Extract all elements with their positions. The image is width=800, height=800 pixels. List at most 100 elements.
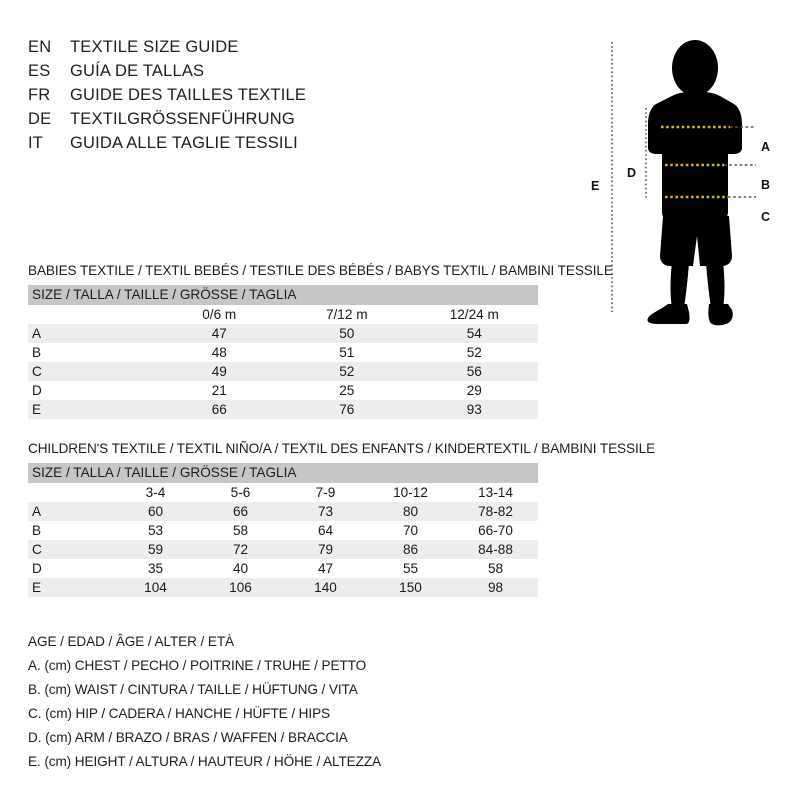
- table-cell: 76: [283, 400, 411, 419]
- table-row: D 21 25 29: [28, 381, 538, 400]
- row-label: C: [28, 540, 113, 559]
- table-row: B 48 51 52: [28, 343, 538, 362]
- column-header: 3-4: [113, 483, 198, 502]
- table-cell: 72: [198, 540, 283, 559]
- measurement-figure-panel: E D A B C: [560, 20, 800, 350]
- language-row-fr: FR GUIDE DES TAILLES TEXTILE: [28, 86, 548, 110]
- babies-table-body: SIZE / TALLA / TAILLE / GRÖSSE / TAGLIA 0…: [28, 285, 538, 419]
- table-cell: 58: [198, 521, 283, 540]
- table-cell: 55: [368, 559, 453, 578]
- language-row-es: ES GUÍA DE TALLAS: [28, 62, 548, 86]
- table-cell: 106: [198, 578, 283, 597]
- column-header: 13-14: [453, 483, 538, 502]
- column-header: 10-12: [368, 483, 453, 502]
- children-size-bar-row: SIZE / TALLA / TAILLE / GRÖSSE / TAGLIA: [28, 463, 538, 483]
- children-size-bar-label: SIZE / TALLA / TAILLE / GRÖSSE / TAGLIA: [28, 463, 538, 483]
- table-cell: 53: [113, 521, 198, 540]
- column-header: 12/24 m: [410, 305, 538, 324]
- column-header: 5-6: [198, 483, 283, 502]
- table-cell: 79: [283, 540, 368, 559]
- table-cell: 70: [368, 521, 453, 540]
- legend-line: A. (cm) CHEST / PECHO / POITRINE / TRUHE…: [28, 658, 367, 673]
- child-silhouette: [647, 40, 742, 326]
- language-title: GUIDA ALLE TAGLIE TESSILI: [70, 134, 298, 152]
- language-header: EN TEXTILE SIZE GUIDE ES GUÍA DE TALLAS FR GU…: [28, 38, 548, 158]
- babies-table-block: BABIES TEXTILE / TEXTIL BEBÉS / TESTILE …: [28, 263, 613, 419]
- dimension-label-a: A: [761, 140, 771, 154]
- table-cell: 54: [410, 324, 538, 343]
- row-label: D: [28, 559, 113, 578]
- legend-line: D. (cm) ARM / BRAZO / BRAS / WAFFEN / BR…: [28, 730, 348, 745]
- language-row-en: EN TEXTILE SIZE GUIDE: [28, 38, 548, 62]
- row-label: B: [28, 343, 156, 362]
- table-row: A 47 50 54: [28, 324, 538, 343]
- dimension-label-e: E: [591, 179, 600, 193]
- babies-size-bar-label: SIZE / TALLA / TAILLE / GRÖSSE / TAGLIA: [28, 285, 538, 305]
- table-cell: 50: [283, 324, 411, 343]
- row-label: C: [28, 362, 156, 381]
- table-cell: 35: [113, 559, 198, 578]
- language-title: GUIDE DES TAILLES TEXTILE: [70, 86, 307, 104]
- babies-size-table: SIZE / TALLA / TAILLE / GRÖSSE / TAGLIA 0…: [28, 285, 538, 419]
- table-cell: 150: [368, 578, 453, 597]
- babies-table-caption: BABIES TEXTILE / TEXTIL BEBÉS / TESTILE …: [28, 263, 613, 278]
- children-table-caption: CHILDREN'S TEXTILE / TEXTIL NIÑO/A / TEX…: [28, 441, 656, 456]
- legend-line: B. (cm) WAIST / CINTURA / TAILLE / HÜFTU…: [28, 682, 358, 697]
- dimension-label-c: C: [761, 210, 771, 224]
- children-column-header-row: 3-4 5-6 7-9 10-12 13-14: [28, 483, 538, 502]
- table-cell: 25: [283, 381, 411, 400]
- child-silhouette-diagram: [611, 40, 756, 326]
- language-title: TEXTILE SIZE GUIDE: [70, 38, 239, 56]
- table-cell: 51: [283, 343, 411, 362]
- table-cell: 86: [368, 540, 453, 559]
- table-cell: 98: [453, 578, 538, 597]
- table-cell: 29: [410, 381, 538, 400]
- row-label: A: [28, 324, 156, 343]
- column-header: 7-9: [283, 483, 368, 502]
- row-label: B: [28, 521, 113, 540]
- table-cell: 56: [410, 362, 538, 381]
- table-cell: 140: [283, 578, 368, 597]
- table-row: E 104 106 140 150 98: [28, 578, 538, 597]
- language-code: DE: [28, 110, 52, 128]
- language-code: ES: [28, 62, 51, 80]
- row-label: A: [28, 502, 113, 521]
- language-row-it: IT GUIDA ALLE TAGLIE TESSILI: [28, 134, 548, 158]
- table-cell: 40: [198, 559, 283, 578]
- row-label: D: [28, 381, 156, 400]
- babies-size-bar-row: SIZE / TALLA / TAILLE / GRÖSSE / TAGLIA: [28, 285, 538, 305]
- table-cell: 66: [198, 502, 283, 521]
- column-header: 0/6 m: [155, 305, 283, 324]
- table-cell: 84-88: [453, 540, 538, 559]
- table-row: B 53 58 64 70 66-70: [28, 521, 538, 540]
- language-title: TEXTILGRÖSSENFÜHRUNG: [70, 110, 295, 128]
- corner-cell: [28, 483, 113, 502]
- corner-cell: [28, 305, 156, 324]
- language-code: EN: [28, 38, 52, 56]
- table-cell: 73: [283, 502, 368, 521]
- language-row-de: DE TEXTILGRÖSSENFÜHRUNG: [28, 110, 548, 134]
- language-code: FR: [28, 86, 51, 104]
- table-row: C 49 52 56: [28, 362, 538, 381]
- row-label: E: [28, 578, 113, 597]
- table-cell: 47: [155, 324, 283, 343]
- legend-line: AGE / EDAD / ÂGE / ALTER / ETÀ: [28, 634, 234, 649]
- language-title: GUÍA DE TALLAS: [70, 62, 205, 80]
- dimension-label-b: B: [761, 178, 771, 192]
- dimension-label-d: D: [627, 166, 637, 180]
- table-row: D 35 40 47 55 58: [28, 559, 538, 578]
- table-row: C 59 72 79 86 84-88: [28, 540, 538, 559]
- legend-line: C. (cm) HIP / CADERA / HANCHE / HÜFTE / …: [28, 706, 330, 721]
- table-cell: 80: [368, 502, 453, 521]
- language-code: IT: [28, 134, 44, 152]
- table-cell: 64: [283, 521, 368, 540]
- table-row: A 60 66 73 80 78-82: [28, 502, 538, 521]
- table-cell: 60: [113, 502, 198, 521]
- table-cell: 93: [410, 400, 538, 419]
- children-table-body: SIZE / TALLA / TAILLE / GRÖSSE / TAGLIA 3…: [28, 463, 538, 597]
- table-cell: 104: [113, 578, 198, 597]
- children-size-table: SIZE / TALLA / TAILLE / GRÖSSE / TAGLIA 3…: [28, 463, 538, 597]
- table-cell: 66: [155, 400, 283, 419]
- children-table-block: CHILDREN'S TEXTILE / TEXTIL NIÑO/A / TEX…: [28, 441, 656, 597]
- table-cell: 59: [113, 540, 198, 559]
